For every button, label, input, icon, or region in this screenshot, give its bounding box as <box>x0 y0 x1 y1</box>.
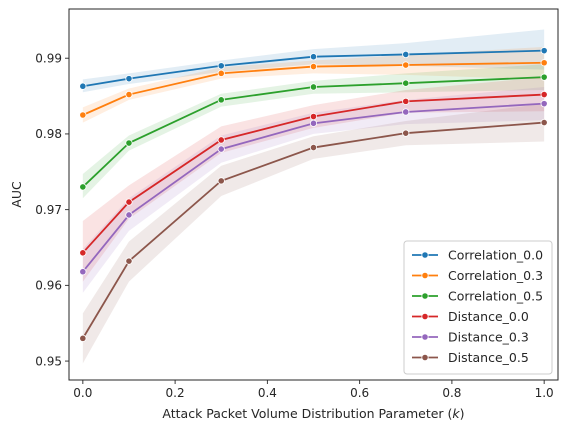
data-point <box>79 268 87 276</box>
data-point <box>540 90 548 99</box>
x-tick-label: 0.4 <box>258 386 277 400</box>
y-tick-label: 0.95 <box>35 354 62 368</box>
series-group <box>79 100 548 276</box>
x-tick-label: 0.8 <box>442 386 461 400</box>
y-axis-label: AUC <box>9 181 24 208</box>
data-point <box>79 249 87 257</box>
legend-marker <box>421 333 429 341</box>
y-tick-label: 0.97 <box>35 203 62 217</box>
confidence-band <box>82 64 545 199</box>
data-point <box>309 53 318 61</box>
series-line <box>82 93 545 254</box>
data-point <box>79 111 87 119</box>
legend-item: Correlation_0.5 <box>412 288 543 303</box>
data-point <box>540 59 548 67</box>
data-point <box>309 83 318 91</box>
data-point <box>217 136 225 144</box>
data-point <box>217 96 225 104</box>
legend: Correlation_0.0 Correlation_0.3 Correlatio… <box>403 240 553 375</box>
legend-marker <box>421 251 429 259</box>
data-point <box>125 198 133 206</box>
x-tick-label: 0.2 <box>166 386 185 400</box>
legend-label: Correlation_0.0 <box>448 247 543 262</box>
axes <box>68 8 559 381</box>
legend-label: Distance_0.3 <box>448 329 529 344</box>
legend-marker <box>421 312 429 321</box>
legend-label: Distance_0.5 <box>448 350 529 365</box>
data-point <box>402 108 410 116</box>
series-line <box>82 102 545 273</box>
series-line <box>82 121 545 339</box>
confidence-band <box>82 103 545 364</box>
data-point <box>79 82 87 90</box>
legend-item: Distance_0.5 <box>412 350 529 365</box>
data-point <box>125 90 133 99</box>
data-point <box>540 73 548 81</box>
plot-frame <box>68 8 559 381</box>
legend-item: Correlation_0.3 <box>412 268 543 283</box>
legend-frame <box>403 240 553 375</box>
data-point <box>402 79 410 87</box>
confidence-band <box>82 46 545 123</box>
series-line <box>82 61 545 116</box>
data-point <box>540 47 548 55</box>
series-group <box>79 90 548 257</box>
data-point <box>125 257 133 265</box>
legend-item: Correlation_0.0 <box>412 247 543 262</box>
data-point <box>79 183 87 191</box>
series-line <box>82 49 545 88</box>
data-point <box>402 61 410 69</box>
legend-label: Distance_0.0 <box>448 309 529 324</box>
series-group <box>79 118 548 342</box>
legend-marker <box>421 271 429 280</box>
data-point <box>309 112 318 121</box>
x-tick-label: 1.0 <box>535 386 554 400</box>
data-point <box>79 334 87 342</box>
data-point <box>540 100 548 108</box>
x-tick-label: 0.0 <box>73 386 92 400</box>
data-point <box>217 177 225 185</box>
data-point <box>125 139 133 147</box>
data-point <box>217 69 225 77</box>
data-point <box>402 97 410 105</box>
data-point <box>125 75 133 83</box>
y-tick-label: 0.98 <box>35 127 62 141</box>
y-tick-label: 0.99 <box>35 51 62 65</box>
legend-marker <box>421 292 429 300</box>
legend-label: Correlation_0.5 <box>448 288 543 303</box>
series-group <box>79 59 548 119</box>
data-point <box>309 119 318 127</box>
y-axis-ticks: 0.95 0.96 0.97 0.98 0.99 <box>35 51 69 368</box>
series-group <box>79 73 548 191</box>
y-tick-label: 0.96 <box>35 279 62 293</box>
series-line <box>82 76 545 188</box>
data-point <box>217 62 225 70</box>
data-point <box>309 62 318 71</box>
series-lines <box>79 47 548 342</box>
data-point <box>309 143 318 152</box>
x-axis-label: Attack Packet Volume Distribution Parame… <box>162 406 464 421</box>
legend-item: Distance_0.0 <box>412 309 529 324</box>
confidence-band <box>82 86 545 293</box>
data-point <box>125 211 133 219</box>
x-tick-label: 0.6 <box>350 386 369 400</box>
data-point <box>402 50 410 59</box>
x-axis-ticks: 0.0 0.2 0.4 0.6 0.8 1.0 <box>73 380 554 400</box>
series-group <box>79 47 548 90</box>
confidence-band <box>82 29 545 93</box>
data-point <box>402 129 410 137</box>
data-point <box>540 118 548 127</box>
legend-marker <box>421 353 429 362</box>
legend-label: Correlation_0.3 <box>448 268 543 283</box>
legend-item: Distance_0.3 <box>412 329 529 344</box>
data-point <box>217 145 225 153</box>
